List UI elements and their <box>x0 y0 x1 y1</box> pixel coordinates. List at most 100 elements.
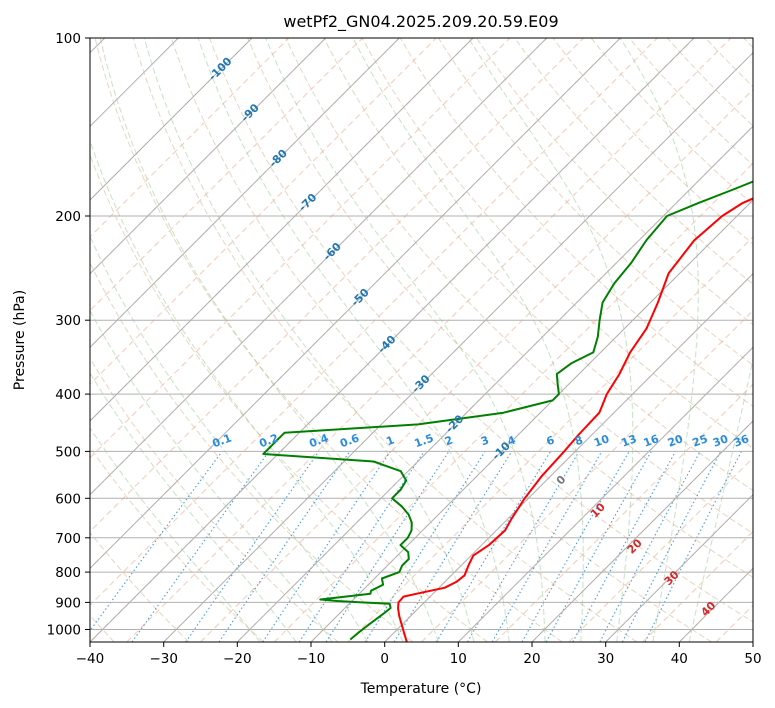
y-tick-label: 500 <box>55 444 81 460</box>
y-tick-label: 600 <box>55 491 81 507</box>
mixing-ratio-label: 20 <box>666 432 685 450</box>
mixing-ratio-line <box>218 451 351 642</box>
dashed-isotherm <box>90 38 290 238</box>
mixing-ratio-line <box>393 451 513 642</box>
x-tick-label: 20 <box>523 651 540 667</box>
x-tick-label: −30 <box>149 651 178 667</box>
dashed-isotherm <box>90 38 437 385</box>
mixing-ratio-label: 0.4 <box>307 431 330 450</box>
isotherm-line <box>310 199 753 642</box>
dry-adiabat <box>94 38 563 642</box>
y-tick-label: 200 <box>55 209 81 225</box>
dashed-isotherm <box>126 38 732 642</box>
dry-adiabat <box>90 531 190 642</box>
dashed-isotherm <box>90 38 584 533</box>
moist-adiabat <box>90 427 261 642</box>
dry-adiabat <box>247 38 753 578</box>
x-axis: −40 −30 −20 −10 0 10 20 30 40 50 <box>76 642 762 667</box>
mixing-ratio-label: 6 <box>545 433 557 448</box>
isotherm-line <box>163 51 753 642</box>
dry-adiabat <box>209 38 753 623</box>
mixing-ratio-label: 0.6 <box>338 431 361 450</box>
y-tick-label: 700 <box>55 531 81 547</box>
dashed-isotherm <box>90 38 363 312</box>
mixing-ratio-label: 36 <box>732 432 751 450</box>
mixing-ratio-label: 16 <box>642 432 661 450</box>
mixing-ratio-label: 4 <box>506 433 518 448</box>
mixing-ratio-label: 13 <box>620 432 639 449</box>
x-tick-label: −10 <box>297 651 326 667</box>
isotherm-line <box>90 38 400 349</box>
mixing-ratio-line <box>90 451 223 632</box>
mixing-ratio-line <box>572 451 676 642</box>
moist-adiabat <box>197 38 510 642</box>
dry-adiabat <box>590 38 753 206</box>
x-tick-label: 10 <box>450 651 467 667</box>
y-axis: 100 200 300 400 500 600 700 800 900 1000 <box>47 31 90 639</box>
dry-adiabat <box>476 38 753 326</box>
isotherm-line <box>90 38 253 201</box>
x-tick-label: 0 <box>380 651 389 667</box>
mixing-ratio-line <box>644 451 742 642</box>
y-tick-label: 100 <box>55 31 81 47</box>
dewpoint-line <box>262 180 753 641</box>
x-tick-label: −20 <box>223 651 252 667</box>
dry-adiabat <box>323 38 753 492</box>
y-axis-title: Pressure (hPa) <box>12 290 28 390</box>
mixing-ratio-label: 25 <box>691 432 710 449</box>
mixing-ratio-label: 1.5 <box>413 431 436 450</box>
isotherm-line <box>90 38 695 642</box>
dashed-isotherm <box>421 309 753 642</box>
dry-adiabat <box>514 38 753 285</box>
mixing-ratio-line <box>298 451 425 642</box>
moist-adiabat <box>99 38 439 642</box>
mixing-ratio-line <box>521 451 630 642</box>
isotherm-line <box>90 38 548 496</box>
dry-adiabat <box>399 38 753 408</box>
dashed-isotherm <box>494 383 753 642</box>
dashed-isotherm <box>642 530 753 642</box>
isotherm-line <box>531 420 753 642</box>
dashed-isotherm <box>347 236 753 642</box>
x-tick-label: −40 <box>76 651 105 667</box>
dashed-isotherm <box>90 38 658 606</box>
dashed-isotherm <box>273 162 753 642</box>
mixing-ratio-line <box>185 451 320 642</box>
dashed-isotherm <box>90 38 511 459</box>
isotherm-line <box>90 38 327 275</box>
moist-adiabat <box>90 235 369 642</box>
line-labels: -100-90-80-70-60-50-40-30-20-100.1 0.2 0.4… <box>206 54 751 619</box>
grid <box>90 38 753 642</box>
data-series <box>262 180 753 642</box>
dry-adiabat <box>90 261 414 642</box>
y-tick-label: 900 <box>55 595 81 611</box>
moist-adiabat <box>90 372 297 642</box>
mixing-ratio-label: 2 <box>443 434 455 449</box>
mixing-ratio-label: 30 <box>711 432 730 450</box>
x-axis-title: Temperature (°C) <box>360 681 482 697</box>
mixing-ratio-line <box>262 451 391 642</box>
mixing-ratio-label: 3 <box>479 434 491 449</box>
x-tick-label: 40 <box>671 651 688 667</box>
mixing-ratio-label: 0.2 <box>257 431 280 450</box>
moist-adiabat <box>143 38 475 642</box>
mixing-ratio-line <box>325 451 450 642</box>
isotherm-line <box>457 346 753 642</box>
dry-adiabat <box>552 38 753 245</box>
x-tick-label: 50 <box>744 651 761 667</box>
moist-adiabat <box>688 356 753 642</box>
dry-adiabat <box>132 38 638 642</box>
mixing-ratio-label: 8 <box>573 434 585 449</box>
dashed-isotherm <box>200 88 753 642</box>
temperature-line <box>397 197 753 642</box>
mixing-ratio-line <box>621 451 722 642</box>
dry-adiabat <box>285 38 753 535</box>
y-tick-label: 1000 <box>47 623 81 639</box>
plot-frame <box>89 37 754 643</box>
isotherm-line <box>236 125 753 642</box>
y-tick-label: 800 <box>55 565 81 581</box>
moist-adiabat <box>265 38 546 642</box>
mixing-ratio-label: 1 <box>384 434 396 449</box>
dry-adiabat <box>437 38 753 366</box>
